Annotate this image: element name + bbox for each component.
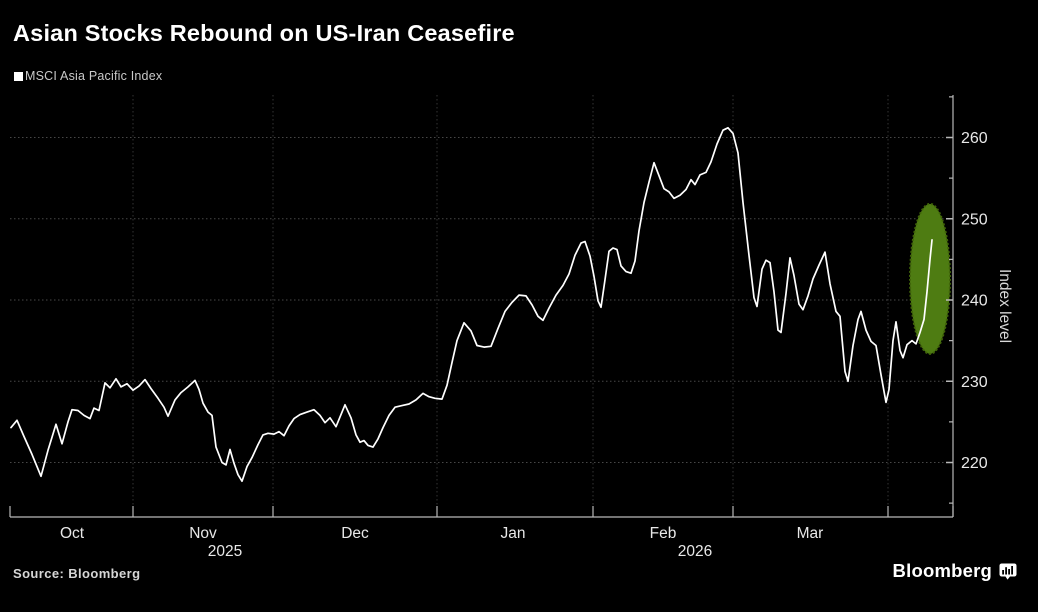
y-tick-label: 260 xyxy=(961,130,988,147)
x-year-label: 2026 xyxy=(678,543,712,560)
bloomberg-chart-bubble-icon xyxy=(999,563,1017,580)
x-month-label: Feb xyxy=(650,525,677,542)
bloomberg-wordmark: Bloomberg xyxy=(892,560,992,581)
y-tick-label: 250 xyxy=(961,211,988,228)
x-month-label: Nov xyxy=(189,525,217,542)
y-tick-label: 220 xyxy=(961,455,988,472)
legend: MSCI Asia Pacific Index xyxy=(14,69,162,83)
x-month-label: Jan xyxy=(501,525,526,542)
chart-title: Asian Stocks Rebound on US-Iran Ceasefir… xyxy=(13,20,515,46)
x-month-label: Mar xyxy=(797,525,824,542)
x-month-label: Dec xyxy=(341,525,369,542)
legend-label: MSCI Asia Pacific Index xyxy=(25,69,163,83)
y-tick-label: 230 xyxy=(961,374,988,391)
x-month-label: Oct xyxy=(60,525,85,542)
y-tick-label: 240 xyxy=(961,293,988,310)
highlight-ellipse xyxy=(909,202,951,355)
legend-marker-square xyxy=(14,71,23,81)
index-line xyxy=(10,126,933,483)
x-year-label: 2025 xyxy=(208,543,242,560)
y-axis-title: Index level xyxy=(996,269,1013,343)
bloomberg-brand: Bloomberg xyxy=(893,560,1017,582)
source-credit: Source: Bloomberg xyxy=(13,566,141,581)
